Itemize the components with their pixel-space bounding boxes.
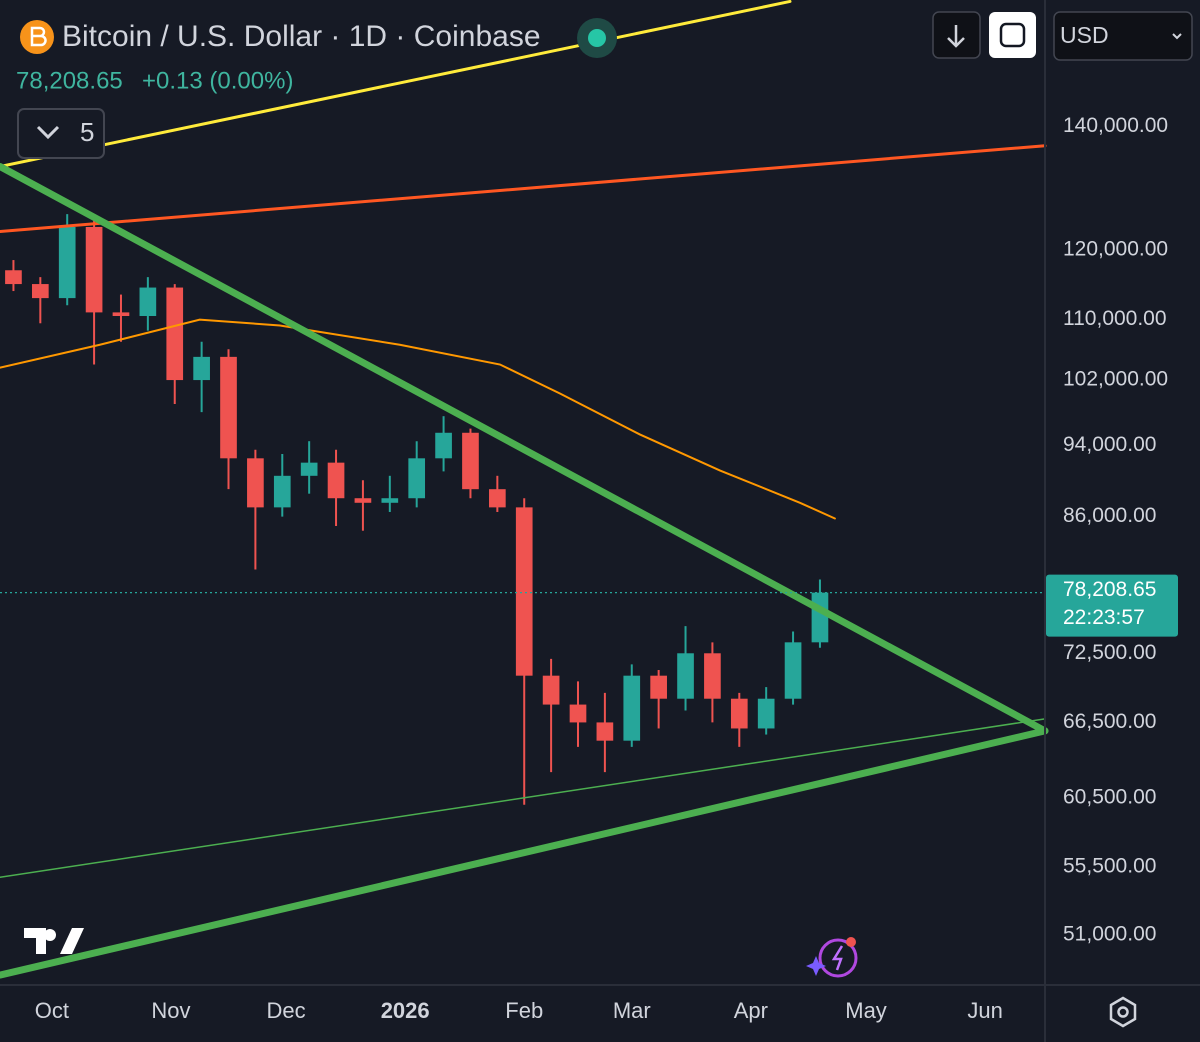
candle-body	[704, 653, 721, 699]
candle-body	[408, 458, 426, 499]
candle-body	[784, 642, 802, 699]
last-price-tag	[1046, 574, 1178, 637]
candle-body	[166, 287, 184, 381]
candle-body	[811, 592, 829, 643]
x-tick-label: Feb	[505, 998, 543, 1023]
x-tick-label: May	[845, 998, 887, 1023]
market-status-dot[interactable]	[588, 29, 606, 47]
trend-line	[0, 718, 1046, 879]
indicators-toggle[interactable]: 5	[17, 108, 105, 159]
candle-body	[623, 675, 641, 741]
candle-body	[327, 462, 345, 499]
gear-center	[1117, 1006, 1129, 1018]
countdown-label: 22:23:57	[1063, 606, 1145, 629]
candle-body	[85, 226, 103, 313]
tradingview-logo-dot	[44, 929, 56, 941]
x-tick-label: Jun	[967, 998, 1002, 1023]
y-tick-label: 120,000.00	[1063, 238, 1168, 261]
y-tick-label: 94,000.00	[1063, 433, 1156, 456]
toggle-box	[17, 108, 105, 159]
candle-body	[677, 653, 694, 699]
download-button[interactable]	[932, 11, 981, 59]
plot-area	[0, 0, 1049, 979]
candle-body	[435, 432, 452, 459]
symbol-title: Bitcoin / U.S. Dollar · 1D · Coinbase	[62, 20, 541, 53]
candle-body	[462, 432, 479, 490]
candle-body	[112, 312, 130, 317]
candle-body	[193, 356, 210, 381]
y-tick-label: 66,500.00	[1063, 710, 1156, 733]
candle-body	[515, 507, 533, 676]
chevron	[36, 125, 60, 140]
candle-body	[596, 722, 614, 741]
assistant-ring	[818, 938, 858, 978]
sparkle-icon	[806, 956, 826, 976]
frame-icon	[999, 22, 1026, 48]
chevron	[1172, 33, 1182, 40]
bitcoin-glyph	[30, 26, 47, 47]
candle-body	[273, 475, 291, 508]
candle-body	[489, 489, 506, 508]
candle-body	[220, 356, 237, 459]
trend-line	[0, 318, 836, 520]
notification-dot	[846, 937, 856, 947]
price-change: +0.13 (0.00%)	[142, 67, 293, 94]
x-tick-label: Nov	[151, 998, 190, 1023]
trend-line	[0, 162, 1049, 735]
candle-body	[139, 287, 157, 317]
tradingview-logo	[24, 928, 84, 954]
bolt-icon	[831, 945, 844, 971]
candle-body	[730, 698, 748, 729]
x-tick-label: Apr	[734, 998, 768, 1023]
x-tick-label: Dec	[267, 998, 306, 1023]
gear-icon	[1109, 996, 1137, 1028]
candle-body	[354, 498, 372, 503]
button-box	[989, 12, 1036, 58]
trend-line	[0, 144, 1047, 234]
candle-body	[58, 226, 76, 299]
candle-body	[757, 698, 775, 729]
y-tick-label: 60,500.00	[1063, 786, 1156, 809]
assistant-button[interactable]	[806, 937, 858, 978]
candle-body	[5, 270, 22, 285]
y-tick-label: 86,000.00	[1063, 504, 1156, 527]
y-tick-label: 110,000.00	[1063, 307, 1167, 330]
y-tick-label: 140,000.00	[1063, 114, 1168, 137]
candle-body	[569, 704, 587, 723]
indicator-count: 5	[80, 117, 94, 147]
x-tick-label: Mar	[613, 998, 651, 1023]
currency-select[interactable]: USD	[1053, 11, 1193, 61]
x-tick-label: Oct	[35, 998, 69, 1023]
y-tick-label: 55,500.00	[1063, 855, 1156, 878]
candle-body	[300, 462, 318, 476]
trend-line	[0, 0, 792, 168]
y-tick-label: 51,000.00	[1063, 922, 1156, 945]
settings-button[interactable]	[1109, 996, 1137, 1028]
candle-body	[650, 675, 667, 699]
y-tick-label: 72,500.00	[1063, 641, 1156, 664]
fullscreen-button[interactable]	[989, 12, 1036, 58]
last-price: 78,208.65	[16, 67, 123, 94]
currency-label: USD	[1060, 22, 1109, 48]
candle-body	[31, 284, 49, 299]
select-box	[1053, 11, 1193, 61]
candle-body	[247, 458, 264, 508]
y-tick-label: 102,000.00	[1063, 368, 1168, 391]
candle-body	[542, 675, 560, 705]
axes: 140,000.00 120,000.00 110,000.00 102,000.00…	[35, 114, 1178, 1023]
trend-line	[0, 727, 1049, 979]
last-price-label: 78,208.65	[1063, 578, 1156, 601]
candle-body	[381, 498, 399, 503]
x-tick-label: 2026	[381, 998, 430, 1023]
arrow-icon	[947, 25, 965, 48]
